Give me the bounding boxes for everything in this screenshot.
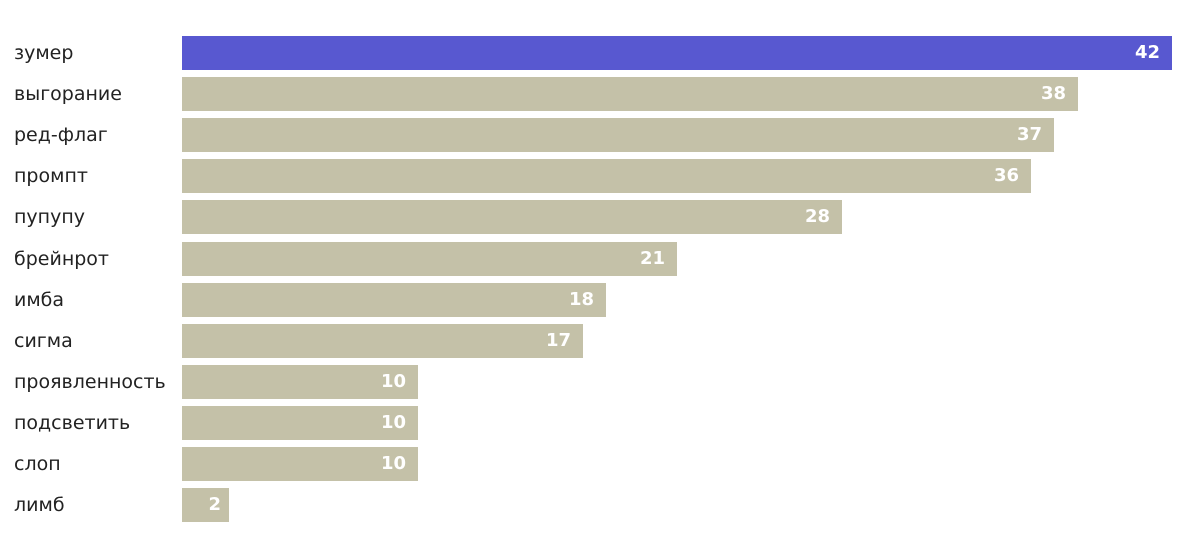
bar-value-label: 18 [568,289,594,310]
category-label: лимб [14,494,65,516]
bar: 37 [182,118,1054,152]
bar-value-label: 28 [804,206,830,227]
bar-value-label: 17 [545,330,571,351]
category-label: зумер [14,42,74,64]
category-label: брейнрот [14,248,109,270]
category-label: ред-флаг [14,124,108,146]
bar: 21 [182,242,677,276]
category-label: проявленность [14,371,166,393]
bar-value-label: 37 [1016,124,1042,145]
category-label: сигма [14,330,73,352]
bar: 2 [182,488,229,522]
category-label: подсветить [14,412,131,434]
bar: 36 [182,159,1031,193]
category-label: имба [14,289,65,311]
bar-value-label: 2 [208,494,221,515]
bar: 10 [182,447,418,481]
bar-value-label: 21 [639,248,665,269]
category-label: пупупу [14,206,85,228]
bar-value-label: 42 [1134,42,1160,63]
bar: 10 [182,406,418,440]
bar-value-label: 36 [993,165,1019,186]
bar: 28 [182,200,842,234]
bar-value-label: 38 [1040,83,1066,104]
bar: 42 [182,36,1172,70]
bar-value-label: 10 [380,412,406,433]
bar-value-label: 10 [380,453,406,474]
category-label: выгорание [14,83,122,105]
bar: 10 [182,365,418,399]
category-label: слоп [14,453,61,475]
bar: 18 [182,283,606,317]
category-label: промпт [14,165,88,187]
bar-value-label: 10 [380,371,406,392]
bar: 17 [182,324,583,358]
bar: 38 [182,77,1078,111]
